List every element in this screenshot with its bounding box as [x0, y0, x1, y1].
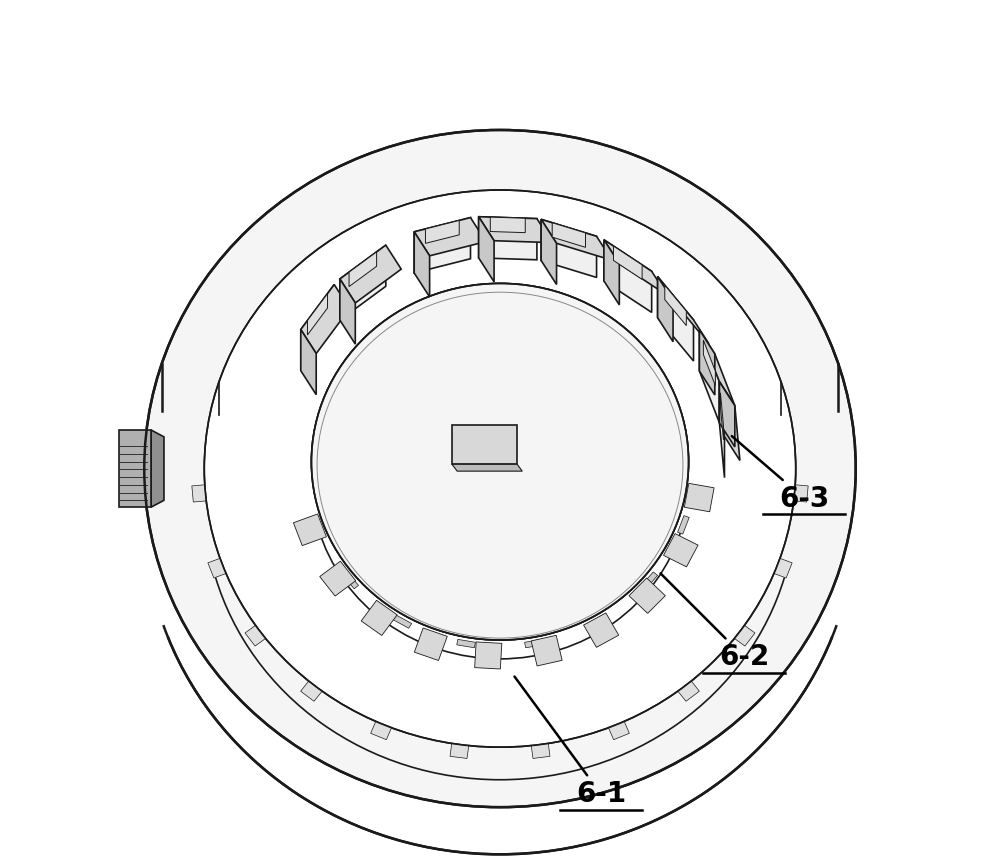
Polygon shape [414, 628, 447, 660]
Polygon shape [604, 240, 652, 312]
Polygon shape [735, 625, 755, 646]
Polygon shape [629, 578, 665, 613]
Polygon shape [371, 722, 391, 740]
Polygon shape [452, 425, 517, 464]
Polygon shape [490, 217, 525, 233]
Ellipse shape [204, 190, 796, 747]
Polygon shape [479, 217, 494, 282]
Polygon shape [301, 285, 334, 371]
Polygon shape [307, 293, 328, 335]
Polygon shape [311, 516, 322, 534]
Polygon shape [588, 615, 607, 629]
Polygon shape [301, 285, 350, 353]
Polygon shape [664, 533, 698, 567]
Polygon shape [541, 219, 597, 278]
Polygon shape [450, 744, 469, 759]
Polygon shape [678, 516, 689, 534]
Polygon shape [340, 245, 401, 303]
Polygon shape [719, 382, 735, 447]
Polygon shape [794, 485, 808, 502]
Polygon shape [658, 277, 694, 361]
Polygon shape [301, 681, 322, 701]
Polygon shape [457, 639, 475, 648]
Bar [119, 430, 151, 507]
Polygon shape [719, 382, 724, 477]
Text: 6-3: 6-3 [732, 436, 829, 513]
Polygon shape [613, 246, 642, 280]
Polygon shape [774, 558, 792, 578]
Polygon shape [552, 223, 585, 248]
Polygon shape [245, 625, 265, 646]
Polygon shape [678, 681, 699, 701]
Polygon shape [699, 330, 735, 405]
Polygon shape [541, 219, 612, 261]
Polygon shape [658, 277, 709, 344]
Ellipse shape [311, 284, 689, 640]
Polygon shape [665, 286, 686, 326]
Ellipse shape [311, 284, 689, 640]
Polygon shape [531, 744, 550, 759]
Polygon shape [641, 572, 658, 589]
Polygon shape [320, 562, 356, 596]
Polygon shape [452, 464, 522, 471]
Polygon shape [208, 558, 226, 578]
Polygon shape [684, 483, 714, 512]
Polygon shape [720, 393, 723, 440]
Polygon shape [699, 330, 715, 395]
Text: 6-2: 6-2 [661, 574, 769, 671]
Polygon shape [479, 217, 552, 243]
Polygon shape [604, 240, 667, 295]
Polygon shape [340, 245, 386, 320]
Polygon shape [425, 220, 459, 243]
Polygon shape [609, 722, 629, 740]
Polygon shape [475, 642, 502, 669]
Ellipse shape [144, 130, 856, 808]
Polygon shape [349, 252, 377, 286]
Polygon shape [414, 232, 430, 297]
Polygon shape [541, 219, 557, 285]
Text: 6-1: 6-1 [515, 677, 626, 808]
Polygon shape [301, 329, 316, 395]
Polygon shape [479, 217, 537, 260]
Polygon shape [525, 639, 543, 648]
Polygon shape [361, 600, 397, 636]
Polygon shape [699, 330, 719, 422]
Polygon shape [414, 218, 486, 255]
Polygon shape [414, 218, 470, 273]
Polygon shape [584, 613, 619, 648]
Polygon shape [393, 615, 412, 629]
Polygon shape [151, 430, 164, 507]
Polygon shape [531, 636, 562, 666]
Polygon shape [604, 240, 619, 305]
Polygon shape [192, 485, 206, 502]
Polygon shape [703, 341, 715, 385]
Polygon shape [293, 514, 326, 545]
Polygon shape [340, 279, 355, 344]
Polygon shape [719, 382, 740, 460]
Polygon shape [658, 277, 673, 341]
Polygon shape [342, 572, 359, 589]
